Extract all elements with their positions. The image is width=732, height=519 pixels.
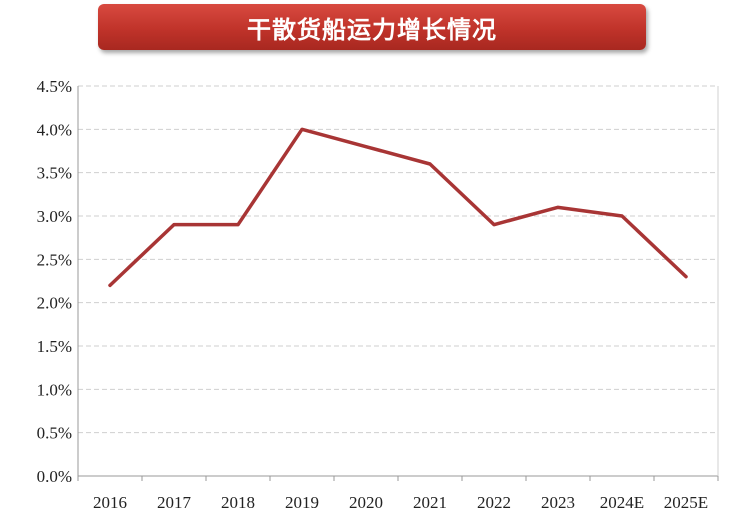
data-point bbox=[108, 283, 112, 287]
x-tick-label: 2022 bbox=[477, 493, 511, 512]
y-tick-label: 0.0% bbox=[37, 467, 72, 486]
data-point bbox=[556, 205, 560, 209]
x-tick-label: 2024E bbox=[600, 493, 644, 512]
y-tick-label: 2.5% bbox=[37, 250, 72, 269]
y-tick-label: 4.0% bbox=[37, 120, 72, 139]
x-tick-label: 2020 bbox=[349, 493, 383, 512]
y-axis-ticks: 0.0% 0.5% 1.0% 1.5% 2.0% 2.5% 3.0% 3.5% 4.0% 4.5% bbox=[37, 77, 72, 486]
data-point bbox=[684, 275, 688, 279]
chart-title-banner: 干散货船运力增长情况 bbox=[98, 4, 646, 50]
x-tick-label: 2023 bbox=[541, 493, 575, 512]
y-tick-label: 4.5% bbox=[37, 77, 72, 96]
y-tick-label: 3.0% bbox=[37, 207, 72, 226]
data-point bbox=[236, 223, 240, 227]
y-tick-label: 1.5% bbox=[37, 337, 72, 356]
data-point bbox=[492, 223, 496, 227]
data-point bbox=[300, 127, 304, 131]
axes bbox=[77, 86, 719, 481]
gridlines bbox=[78, 85, 718, 434]
data-point bbox=[428, 162, 432, 166]
x-tick-label: 2018 bbox=[221, 493, 255, 512]
y-tick-label: 1.0% bbox=[37, 380, 72, 399]
x-tick-label: 2025E bbox=[664, 493, 708, 512]
data-point bbox=[620, 214, 624, 218]
y-tick-label: 0.5% bbox=[37, 424, 72, 443]
x-axis-ticks: 2016 2017 2018 2019 2020 2021 2022 2023 2024E 202… bbox=[93, 493, 708, 512]
x-tick-label: 2016 bbox=[93, 493, 127, 512]
series-layer bbox=[108, 127, 688, 288]
data-point bbox=[364, 145, 368, 149]
x-tick-label: 2021 bbox=[413, 493, 447, 512]
series-line bbox=[108, 127, 688, 288]
y-tick-label: 3.5% bbox=[37, 164, 72, 183]
x-tick-label: 2019 bbox=[285, 493, 319, 512]
x-tick-label: 2017 bbox=[157, 493, 192, 512]
chart-title: 干散货船运力增长情况 bbox=[247, 15, 497, 44]
y-tick-label: 2.0% bbox=[37, 294, 72, 313]
data-point bbox=[172, 223, 176, 227]
